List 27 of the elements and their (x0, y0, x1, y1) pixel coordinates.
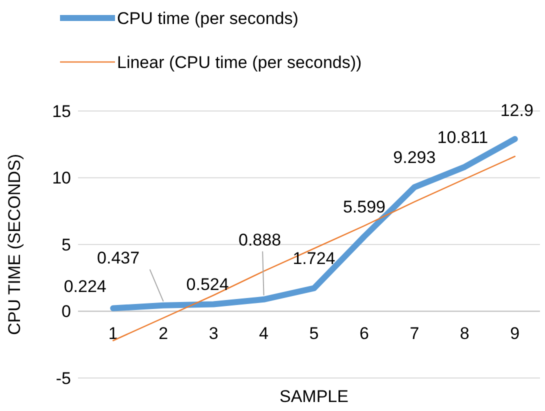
x-tick-label: 8 (460, 324, 470, 344)
x-tick-label: 4 (259, 324, 269, 344)
data-label: 5.599 (342, 197, 386, 216)
x-tick-label: 1 (108, 324, 118, 344)
x-tick-label: 2 (158, 324, 168, 344)
y-axis-title: CPU TIME (SECONDS) (5, 154, 24, 336)
data-label: 1.724 (292, 249, 336, 268)
legend-label: Linear (CPU time (per seconds)) (117, 53, 362, 72)
data-label: 10.811 (437, 128, 488, 147)
x-tick-label: 3 (208, 324, 218, 344)
y-tick-label: 5 (62, 235, 71, 254)
data-label: 0.224 (64, 277, 106, 296)
data-label: 9.293 (393, 148, 436, 168)
x-tick-label: 9 (510, 324, 520, 344)
x-tick-label: 6 (359, 324, 369, 344)
legend-label: CPU time (per seconds) (117, 9, 298, 28)
data-label: 12.9 (500, 100, 534, 120)
x-tick-label: 7 (410, 324, 420, 344)
data-label: 0.524 (186, 275, 229, 294)
y-tick-label: 10 (52, 168, 71, 188)
y-tick-label: -5 (56, 368, 71, 388)
y-tick-label: 15 (52, 102, 71, 121)
x-tick-label: 5 (309, 324, 319, 344)
y-tick-label: 0 (62, 302, 71, 322)
data-label: 0.888 (238, 230, 282, 250)
data-label: 0.437 (97, 248, 140, 268)
x-axis-title: SAMPLE (280, 387, 348, 406)
